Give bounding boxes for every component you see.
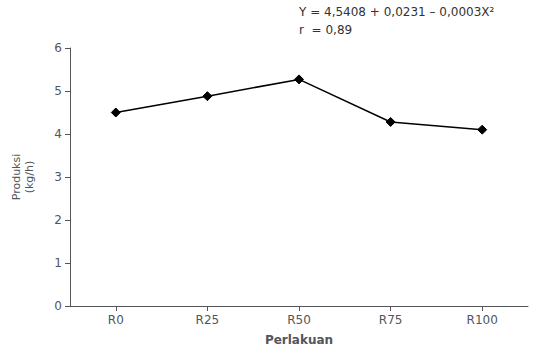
svg-text:R75: R75 bbox=[379, 313, 403, 327]
svg-text:3: 3 bbox=[54, 170, 62, 184]
svg-text:2: 2 bbox=[54, 213, 62, 227]
svg-text:R25: R25 bbox=[196, 313, 220, 327]
svg-text:(kg/h): (kg/h) bbox=[23, 161, 36, 194]
svg-text:R50: R50 bbox=[287, 313, 311, 327]
svg-text:r = 0,89: r = 0,89 bbox=[299, 23, 352, 37]
svg-text:R0: R0 bbox=[108, 313, 124, 327]
svg-text:R100: R100 bbox=[467, 313, 498, 327]
svg-text:Produksi: Produksi bbox=[10, 154, 23, 201]
svg-text:1: 1 bbox=[54, 256, 62, 270]
svg-text:0: 0 bbox=[54, 299, 62, 313]
svg-text:4: 4 bbox=[54, 127, 62, 141]
svg-text:6: 6 bbox=[54, 41, 62, 55]
svg-text:5: 5 bbox=[54, 84, 62, 98]
svg-text:Perlakuan: Perlakuan bbox=[265, 333, 333, 347]
svg-text:Y = 4,5408 + 0,0231 – 0,0003X²: Y = 4,5408 + 0,0231 – 0,0003X² bbox=[298, 5, 495, 19]
